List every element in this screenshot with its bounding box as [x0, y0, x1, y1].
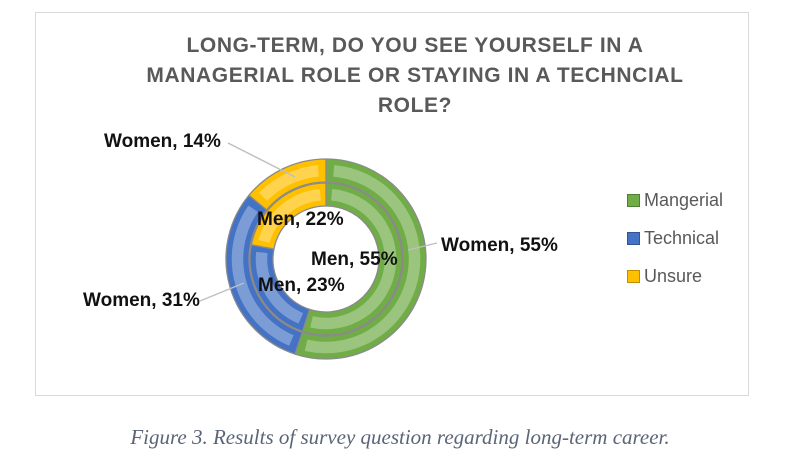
segment-highlight [310, 189, 397, 330]
leader-line-women-14 [227, 142, 296, 178]
legend-label-managerial: Mangerial [644, 189, 724, 210]
legend-item-managerial: Mangerial [627, 189, 724, 210]
chart-title: LONG-TERM, DO YOU SEE YOURSELF IN A MANA… [115, 31, 715, 121]
legend-item-unsure: Unsure [627, 265, 723, 286]
segment-highlight [255, 251, 304, 324]
data-label-women-managerial: Women, 55% [441, 235, 558, 256]
data-label-women-technical: Women, 31% [83, 290, 200, 311]
segment-highlight [258, 189, 322, 244]
segment-men-mangerial [301, 182, 403, 336]
data-label-women-unsure: Women, 14% [104, 131, 221, 152]
chart-title-line-1: LONG-TERM, DO YOU SEE YOURSELF IN A [186, 34, 644, 57]
segment-highlight [304, 165, 421, 354]
legend-swatch-managerial-icon [627, 193, 640, 207]
segment-men-unsure [250, 182, 327, 250]
figure-caption: Figure 3. Results of survey question reg… [130, 425, 670, 449]
leader-line-women-31 [199, 282, 245, 302]
leader-lines [199, 142, 438, 302]
segment-women-mangerial [294, 158, 427, 360]
chart-title-line-3: ROLE? [377, 94, 453, 117]
data-label-men-unsure: Men, 22% [257, 209, 344, 230]
data-label-men-managerial: Men, 55% [311, 249, 398, 270]
segment-highlight [258, 165, 319, 202]
legend-swatch-unsure-icon [627, 269, 640, 283]
legend-label-technical: Technical [644, 227, 720, 248]
legend-item-technical: Technical [627, 227, 723, 248]
chart-title-line-2: MANAGERIAL ROLE OR STAYING IN A TECHNCIA… [146, 64, 684, 87]
legend-label-unsure: Unsure [644, 265, 703, 286]
legend-swatch-technical-icon [627, 231, 640, 245]
data-label-men-technical: Men, 23% [258, 275, 345, 296]
segment-women-unsure [248, 158, 327, 211]
chart-legend: Mangerial Technical Unsure [627, 189, 724, 306]
leader-line-women-55 [407, 242, 438, 251]
